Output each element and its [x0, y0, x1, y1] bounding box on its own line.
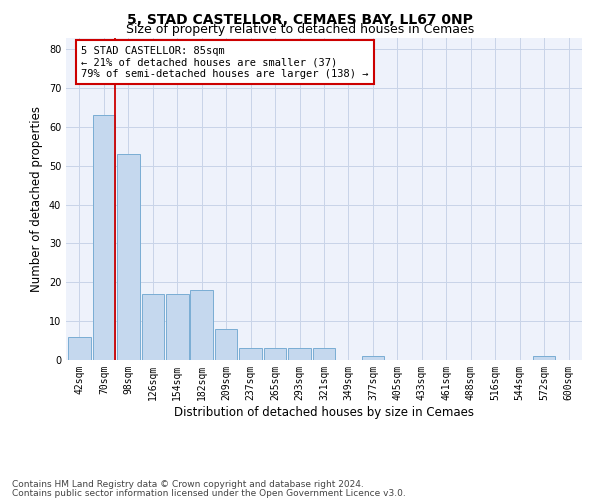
Bar [239, 348, 262, 360]
Y-axis label: Number of detached properties: Number of detached properties [30, 106, 43, 292]
Text: Contains HM Land Registry data © Crown copyright and database right 2024.: Contains HM Land Registry data © Crown c… [12, 480, 364, 489]
Bar [264, 348, 286, 360]
Bar [92, 115, 115, 360]
Bar [362, 356, 384, 360]
Text: 5 STAD CASTELLOR: 85sqm
← 21% of detached houses are smaller (37)
79% of semi-de: 5 STAD CASTELLOR: 85sqm ← 21% of detache… [82, 46, 369, 79]
Bar [117, 154, 140, 360]
Bar [215, 329, 238, 360]
Text: 5, STAD CASTELLOR, CEMAES BAY, LL67 0NP: 5, STAD CASTELLOR, CEMAES BAY, LL67 0NP [127, 12, 473, 26]
Text: Contains public sector information licensed under the Open Government Licence v3: Contains public sector information licen… [12, 488, 406, 498]
Bar [142, 294, 164, 360]
Bar [68, 336, 91, 360]
Text: Size of property relative to detached houses in Cemaes: Size of property relative to detached ho… [126, 22, 474, 36]
Bar [190, 290, 213, 360]
Bar [533, 356, 556, 360]
Bar [288, 348, 311, 360]
Bar [313, 348, 335, 360]
Bar [166, 294, 188, 360]
X-axis label: Distribution of detached houses by size in Cemaes: Distribution of detached houses by size … [174, 406, 474, 418]
